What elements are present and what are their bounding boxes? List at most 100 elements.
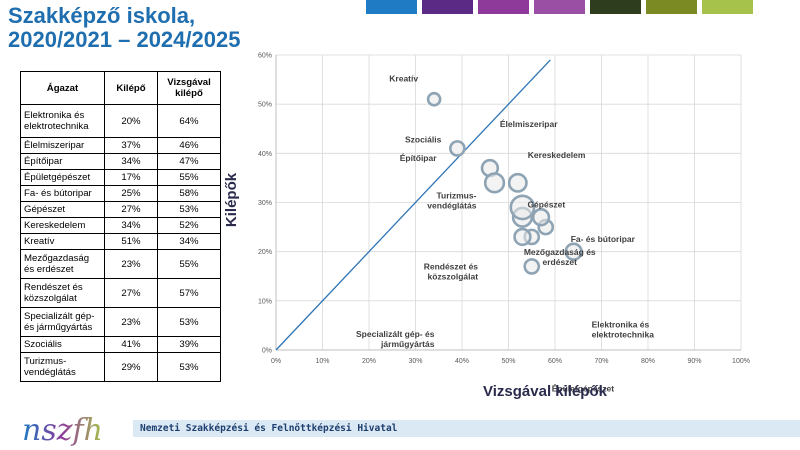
data-label-line: közszolgálat [428,271,479,281]
cell-kilepo: 37% [104,137,158,154]
cell-kilepo: 34% [104,153,158,170]
table-row: Kreatív 51% 34% [20,233,221,250]
bubble-point [531,208,551,227]
x-tick-label: 20% [362,358,376,365]
header-color-bar [590,0,641,14]
cell-kilepo: 20% [104,104,158,138]
header-color-bar [646,0,697,14]
cell-agazat: Élelmiszeripar [20,137,105,154]
cell-kilepo: 34% [104,217,158,234]
footer-bar [133,420,800,437]
bubble-chart: 0% 10% 20% 30% 40% 50% 60% 70% 80% 90% 100% 0% 10% 20… [223,53,750,401]
data-label-line: Élelmiszeripar [500,119,558,129]
table-row: Épületgépészet 17% 55% [20,169,221,186]
data-label: Gépészet [527,199,565,209]
table-row: Rendészet és közszolgálat 27% 57% [20,278,221,308]
x-tick-label: 90% [687,358,701,365]
data-table: Ágazat Kilépő Vizsgával kilépő Elektroni… [20,71,221,382]
data-label-line: Elektronika és [592,320,650,330]
table-row: Kereskedelem 34% 52% [20,217,221,234]
y-axis-label: Kilépők [223,172,240,227]
data-label-line: erdészet [543,257,578,267]
table-header-row: Ágazat Kilépő Vizsgával kilépő [20,71,221,105]
chart-gridlines [276,54,742,350]
cell-vizsgaval: 55% [157,249,221,279]
cell-agazat: Szociális [20,336,105,353]
x-tick-label: 70% [594,358,608,365]
data-label-line: Szociális [405,134,442,144]
y-tick-label: 40% [258,151,272,158]
data-label-line: Turizmus- [436,190,476,200]
table-row: Turizmus-vendéglátás 29% 53% [20,352,221,382]
chart-bubbles [426,91,583,275]
x-axis-label: Vizsgával kilépők [483,383,608,400]
data-label-line: Gépészet [527,199,565,209]
nszfh-logo: nszfh [22,413,103,448]
cell-agazat: Kreatív [20,233,105,250]
table-row: Mezőgazdaság és erdészet 23% 55% [20,249,221,279]
title-line-1: Szakképző iskola, [8,3,196,28]
bubble-point [509,194,536,221]
data-label: Szociális [405,134,442,144]
header-color-bar [422,0,473,14]
cell-agazat: Elektronika és elektrotechnika [20,104,105,138]
data-label-line: járműgyártás [380,339,435,349]
data-label-line: Kreatív [389,73,418,83]
data-label-line: Rendészet és [424,261,479,271]
x-tick-label: 0% [271,358,281,365]
cell-agazat: Turizmus-vendéglátás [20,352,105,382]
table-row: Elektronika és elektrotechnika 20% 64% [20,104,221,138]
chart-tick-labels: 0% 10% 20% 30% 40% 50% 60% 70% 80% 90% 100% 0% 10% 20… [258,53,750,366]
cell-agazat: Mezőgazdaság és erdészet [20,249,105,279]
cell-agazat: Építőipar [20,153,105,170]
y-tick-label: 0% [262,348,272,355]
header-color-bar [478,0,529,14]
bubble-point [483,172,506,194]
cell-kilepo: 41% [104,336,158,353]
header-color-bar [702,0,753,14]
bubble-point [513,227,532,247]
data-label: Kreatív [389,73,418,83]
table-row: Specializált gép- és járműgyártás 23% 53% [20,307,221,337]
cell-agazat: Rendészet és közszolgálat [20,278,105,308]
x-tick-label: 60% [548,358,562,365]
data-label-line: Specializált gép- és [356,329,435,339]
header-color-bar [534,0,585,14]
data-label: Specializált gép- és járműgyártás [356,329,435,349]
bubble-point [449,140,466,157]
y-tick-label: 60% [258,53,272,60]
x-tick-label: 100% [732,358,750,365]
y-tick-label: 10% [258,298,272,305]
x-tick-label: 10% [315,358,329,365]
data-label: Elektronika és elektrotechnika [592,320,655,340]
data-label-line: Építőipar [400,153,438,163]
cell-kilepo: 23% [104,249,158,279]
column-header-kilepo: Kilépő [104,71,158,105]
cell-kilepo: 51% [104,233,158,250]
data-label: Építőipar [400,153,438,163]
cell-vizsgaval: 53% [157,307,221,337]
cell-kilepo: 27% [104,278,158,308]
page-title: Szakképző iskola, 2020/2021 – 2024/2025 [8,4,240,52]
cell-agazat: Épületgépészet [20,169,105,186]
bubble-point [507,172,528,193]
x-tick-label: 30% [408,358,422,365]
chart-annotations: Kreatív Szociális Élelmiszeripar Kereskedel… [356,73,654,393]
table-row: Élelmiszeripar 37% 46% [20,137,221,154]
data-label: Rendészet és közszolgálat [424,261,479,281]
chart-axes [275,55,741,351]
data-label: Kereskedelem [528,150,586,160]
cell-kilepo: 29% [104,352,158,382]
cell-kilepo: 23% [104,307,158,337]
cell-vizsgaval: 53% [157,352,221,382]
table-body: Elektronika és elektrotechnika 20% 64% Élel… [20,104,221,382]
data-label-line: Mezőgazdaság és [524,247,596,257]
data-label: Élelmiszeripar [500,119,558,129]
data-label-line: elektrotechnika [592,330,655,340]
data-label: Turizmus-vendéglátás [427,190,476,210]
y-tick-label: 50% [258,102,272,109]
logo-text: nszfh [22,413,103,448]
table-row: Építőipar 34% 47% [20,153,221,170]
table-row: Gépészet 27% 53% [20,201,221,218]
bubble-point [523,258,541,275]
